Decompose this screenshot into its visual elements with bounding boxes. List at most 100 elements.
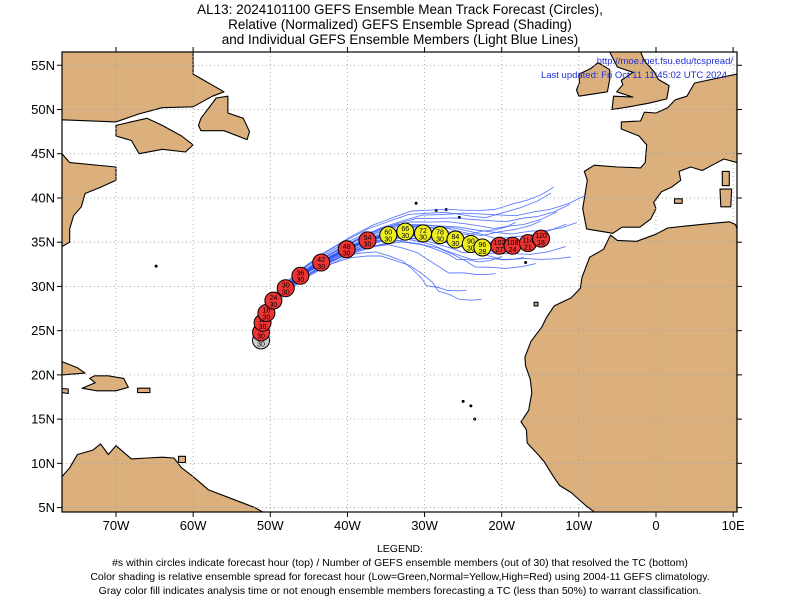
land-corsica bbox=[721, 170, 730, 187]
forecast-hour: 54 bbox=[364, 235, 372, 242]
plot-frame bbox=[61, 51, 738, 513]
lat-label: 40N bbox=[31, 190, 55, 205]
legend-line-1: #s within circles indicate forecast hour… bbox=[112, 557, 688, 569]
forecast-hour: 60 bbox=[384, 230, 392, 237]
lon-label: 10W bbox=[565, 518, 592, 533]
lat-label: 5N bbox=[38, 500, 55, 515]
island-8 bbox=[461, 399, 465, 403]
member-count: 21 bbox=[524, 244, 532, 251]
title-line-1: AL13: 2024101100 GEFS Ensemble Mean Trac… bbox=[197, 2, 603, 17]
member-count: 30 bbox=[384, 236, 392, 243]
member-count: 30 bbox=[401, 233, 409, 240]
lat-label: 25N bbox=[31, 323, 55, 338]
forecast-hour: 120 bbox=[535, 233, 547, 240]
land-trinidad bbox=[177, 455, 186, 464]
forecast-hour: 78 bbox=[436, 230, 444, 237]
member-count: 24 bbox=[509, 247, 517, 254]
lat-label: 10N bbox=[31, 456, 55, 471]
lat-label: 50N bbox=[31, 102, 55, 117]
member-count: 30 bbox=[364, 242, 372, 249]
lat-label: 30N bbox=[31, 279, 55, 294]
lon-label: 30W bbox=[411, 518, 438, 533]
land-canada-maritimes bbox=[115, 117, 194, 155]
member-count: 30 bbox=[452, 241, 460, 248]
land-puerto-rico bbox=[137, 387, 151, 394]
track-circle bbox=[379, 226, 398, 245]
track-circle bbox=[337, 240, 356, 259]
track-circle bbox=[358, 231, 377, 250]
axis-ticks: 5N 10N 15N 20N 25N 30N 35N 40N 45N 50N 55N 70W 60W 50… bbox=[31, 47, 745, 533]
mean-track-points: 0306301230183024303030363042304830543060… bbox=[252, 222, 551, 350]
title-line-3: and Individual GEFS Ensemble Members (Li… bbox=[221, 32, 579, 47]
track-circle bbox=[264, 291, 283, 310]
track-circle bbox=[291, 266, 310, 285]
land-quebec-labrador bbox=[62, 52, 225, 123]
legend-line-3: Gray color fill indicates analysis time … bbox=[98, 585, 702, 597]
member-count: 28 bbox=[479, 249, 487, 256]
lat-label: 55N bbox=[31, 58, 55, 73]
member-count: 30 bbox=[296, 277, 304, 284]
land-africa bbox=[520, 221, 737, 512]
forecast-hour: 36 bbox=[296, 270, 304, 277]
member-count: 30 bbox=[282, 289, 290, 296]
land-europe bbox=[582, 73, 737, 234]
title-line-2: Relative (Normalized) GEFS Ensemble Spre… bbox=[228, 17, 572, 32]
lon-label: 0 bbox=[652, 518, 659, 533]
member-count: 30 bbox=[257, 342, 265, 349]
island-4 bbox=[414, 201, 418, 205]
island-6 bbox=[469, 404, 473, 408]
track-map: 0306301230183024303030363042304830543060… bbox=[31, 47, 745, 533]
land-great-britain bbox=[609, 52, 670, 111]
forecast-hour: 66 bbox=[401, 226, 409, 233]
land-north-america bbox=[62, 152, 117, 248]
track-circle bbox=[532, 229, 551, 248]
graticule bbox=[62, 52, 737, 512]
forecast-hour: 108 bbox=[507, 240, 519, 247]
member-count: 18 bbox=[537, 240, 545, 247]
forecast-hour: 72 bbox=[419, 228, 427, 235]
lon-label: 20W bbox=[488, 518, 515, 533]
member-count: 30 bbox=[269, 302, 277, 309]
forecast-hour: 114 bbox=[522, 238, 533, 245]
land-mallorca bbox=[673, 198, 683, 204]
forecast-hour: 102 bbox=[494, 240, 506, 247]
lon-label: 70W bbox=[103, 518, 130, 533]
forecast-hour: 84 bbox=[452, 234, 460, 241]
lon-label: 50W bbox=[257, 518, 284, 533]
member-count: 30 bbox=[343, 251, 351, 258]
land-canary-islands bbox=[533, 301, 539, 307]
forecast-hour: 90 bbox=[467, 238, 475, 245]
land-sardinia bbox=[719, 188, 733, 208]
member-count: 27 bbox=[496, 247, 504, 254]
forecast-hour: 42 bbox=[317, 257, 325, 264]
lon-label: 60W bbox=[180, 518, 207, 533]
forecast-hour: 18 bbox=[263, 307, 271, 314]
track-circle bbox=[276, 279, 295, 298]
forecast-hour: 30 bbox=[282, 283, 290, 290]
land-hispaniola bbox=[81, 375, 129, 392]
legend-line-2: Color shading is relative ensemble sprea… bbox=[90, 571, 710, 583]
land-jamaica bbox=[62, 388, 69, 395]
last-updated: Last updated: Fri Oct 11 11:45:02 UTC 20… bbox=[541, 70, 727, 81]
lat-label: 35N bbox=[31, 235, 55, 250]
land-newfoundland bbox=[197, 95, 251, 141]
legend-heading: LEGEND: bbox=[376, 543, 424, 555]
member-count: 30 bbox=[259, 324, 267, 331]
source-url: http://moe.met.fsu.edu/tcspread/ bbox=[597, 56, 734, 67]
lat-label: 20N bbox=[31, 367, 55, 382]
member-count: 30 bbox=[436, 236, 444, 243]
lon-label: 10E bbox=[722, 518, 745, 533]
island-5 bbox=[524, 261, 528, 265]
